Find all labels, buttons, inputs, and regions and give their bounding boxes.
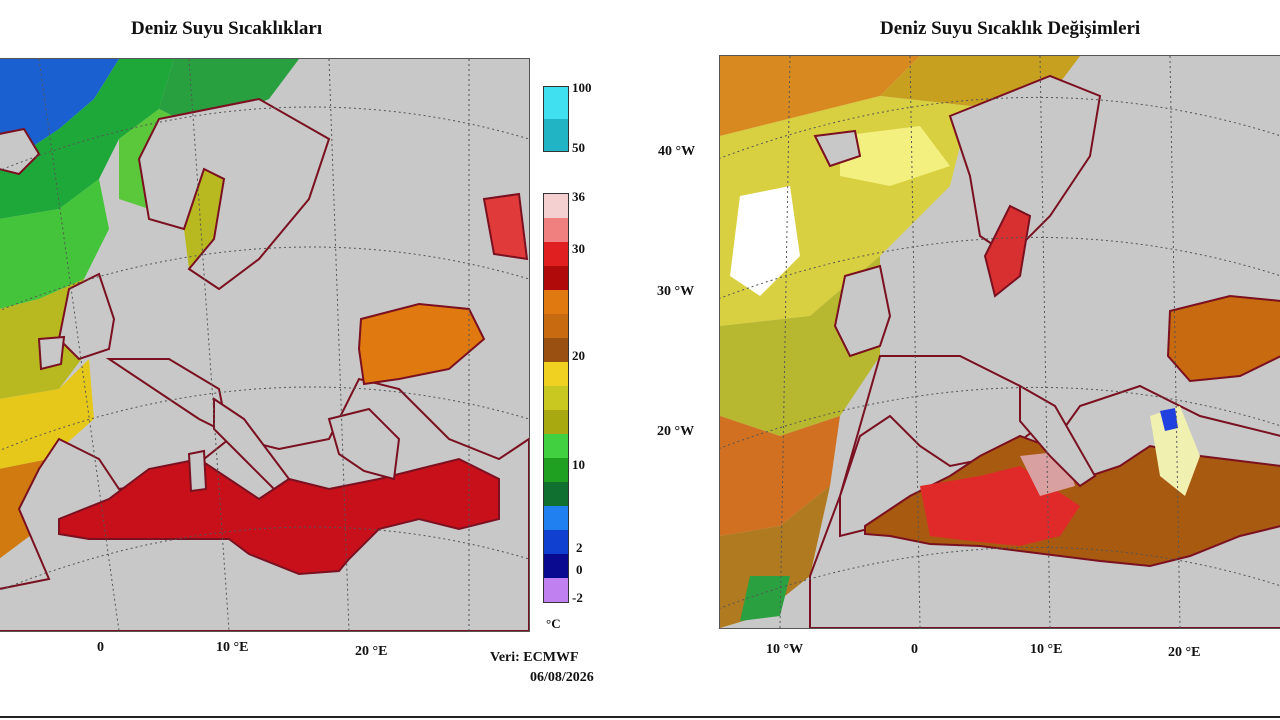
sea-temperature-change-map (719, 55, 1280, 629)
sea-temperature-map-graphic (0, 59, 529, 631)
sea-temperature-map (0, 58, 530, 632)
right-x-tick-0: 0 (911, 642, 918, 657)
right-x-tick-20e: 20 °E (1168, 645, 1201, 660)
colorbar-tick-10: 10 (572, 457, 585, 472)
sea-temperature-change-map-graphic (720, 56, 1280, 628)
colorbar-tick-36: 36 (572, 189, 585, 204)
left-map-title: Deniz Suyu Sıcaklıkları (131, 18, 323, 39)
bottom-rule (0, 716, 1280, 718)
data-date: 06/08/2026 (530, 670, 594, 685)
left-x-tick-20e: 20 °E (355, 644, 388, 659)
colorbar-tick-minus2: -2 (572, 590, 583, 605)
data-source: Veri: ECMWF (490, 650, 579, 665)
colorbar-tick-20: 20 (572, 348, 585, 363)
colorbar-upper (543, 86, 569, 152)
left-x-tick-10e: 10 °E (216, 640, 249, 655)
right-x-tick-10e: 10 °E (1030, 642, 1063, 657)
colorbar-tick-2: 2 (576, 540, 583, 555)
colorbar-unit: °C (546, 616, 561, 631)
colorbar-tick-30: 30 (572, 241, 585, 256)
right-y-tick-40w: 40 °W (658, 144, 696, 159)
right-x-tick-10w: 10 °W (766, 642, 804, 657)
colorbar-upper-tick-50: 50 (572, 140, 585, 155)
right-y-tick-20w: 20 °W (657, 424, 695, 439)
right-y-tick-30w: 30 °W (657, 284, 695, 299)
right-map-title: Deniz Suyu Sıcaklık Değişimleri (880, 18, 1141, 39)
colorbar-main (543, 193, 569, 603)
colorbar-tick-0: 0 (576, 562, 583, 577)
left-x-tick-0: 0 (97, 640, 104, 655)
colorbar-upper-tick-100: 100 (572, 80, 592, 95)
